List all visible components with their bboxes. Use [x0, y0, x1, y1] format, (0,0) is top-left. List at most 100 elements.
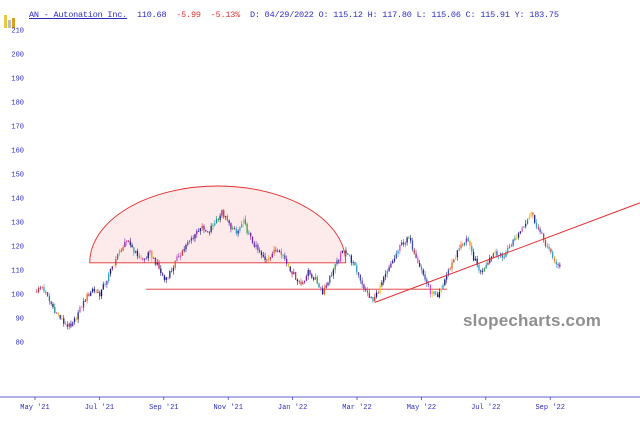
- candle-body: [190, 238, 193, 241]
- candle-body: [176, 256, 178, 261]
- candle-body: [456, 250, 459, 258]
- candle-body: [469, 240, 471, 247]
- candle-body: [534, 214, 536, 223]
- candle-body: [185, 244, 187, 250]
- candle-body: [535, 222, 538, 228]
- candle-body: [108, 273, 110, 281]
- candle-body: [330, 275, 333, 277]
- x-axis-label: Nov '21: [213, 404, 242, 412]
- candle-body: [453, 259, 455, 263]
- candle-body: [255, 244, 257, 247]
- candle-body: [170, 270, 173, 272]
- candle-body: [365, 288, 367, 291]
- y-axis-label: 150: [11, 172, 24, 180]
- candle-body: [526, 219, 529, 224]
- candle-body: [86, 294, 88, 301]
- candle-body: [458, 248, 460, 251]
- candle-body: [277, 250, 279, 252]
- candle-body: [280, 251, 282, 255]
- candle-body: [404, 242, 406, 245]
- candle-body: [352, 262, 354, 263]
- candle-body: [228, 220, 230, 223]
- x-axis-label: Mar '22: [342, 404, 371, 412]
- candle-body: [226, 216, 228, 221]
- candle-body: [338, 260, 340, 262]
- candle-body: [489, 257, 491, 263]
- candle-body: [451, 262, 453, 269]
- quote-header: AN - Autonation Inc. 110.68 -5.99 -5.13%…: [29, 10, 559, 20]
- candle-body: [136, 250, 139, 257]
- candle-body: [397, 250, 399, 254]
- candle-body: [165, 277, 167, 280]
- candle-body: [57, 312, 60, 315]
- candle-body: [436, 294, 439, 298]
- candle-body: [135, 250, 137, 253]
- y-axis-label: 170: [11, 124, 24, 132]
- candle-body: [294, 272, 297, 280]
- candle-body: [248, 232, 250, 234]
- candle-body: [514, 238, 516, 240]
- candle-body: [480, 270, 482, 272]
- x-axis-label: Jul '21: [85, 404, 114, 412]
- candle-body: [106, 280, 108, 285]
- candle-body: [145, 258, 148, 259]
- rounded-top-annotation: [89, 185, 347, 264]
- candle-body: [212, 225, 214, 227]
- candle-body: [336, 260, 338, 265]
- candle-body: [553, 257, 556, 262]
- candle-body: [188, 240, 191, 243]
- candle-body: [214, 223, 216, 226]
- candle-body: [503, 256, 505, 258]
- candle-body: [300, 281, 302, 285]
- candle-body: [392, 261, 394, 264]
- candle-body: [77, 312, 79, 320]
- candle-body: [530, 212, 532, 217]
- candle-body: [508, 246, 511, 248]
- candle-body: [388, 267, 390, 271]
- candle-body: [115, 259, 117, 266]
- candle-body: [311, 274, 313, 278]
- candle-body: [521, 227, 523, 232]
- candle-body: [241, 224, 243, 228]
- y-axis-label: 130: [11, 220, 24, 228]
- price-change: -5.99: [176, 10, 201, 20]
- candle-body: [262, 255, 264, 257]
- candle-body: [544, 240, 547, 247]
- candle-body: [494, 251, 496, 254]
- candle-body: [474, 258, 477, 261]
- candle-body: [37, 287, 40, 293]
- y-axis-label: 160: [11, 148, 24, 156]
- candle-body: [232, 228, 234, 230]
- candle-body: [377, 292, 379, 294]
- candle-body: [95, 291, 97, 293]
- logo-bar: [8, 20, 11, 28]
- candle-body: [444, 279, 446, 286]
- candle-body: [309, 269, 311, 275]
- candle-body: [510, 245, 512, 247]
- chart-logo-icon[interactable]: [4, 15, 15, 28]
- candle-body: [314, 276, 317, 280]
- candle-body: [422, 269, 424, 275]
- symbol-link[interactable]: AN - Autonation Inc.: [29, 10, 128, 20]
- candle-body: [73, 318, 76, 322]
- trendline-layer: [374, 202, 640, 303]
- candle-body: [395, 253, 397, 259]
- candle-body: [140, 257, 142, 259]
- candle-body: [158, 262, 160, 269]
- candle-body: [339, 252, 342, 262]
- candle-body: [449, 268, 451, 270]
- candle-body: [485, 264, 487, 269]
- candle-body: [72, 321, 74, 327]
- candle-body: [197, 231, 200, 232]
- candle-body: [253, 242, 255, 247]
- candle-body: [381, 282, 383, 286]
- candle-body: [289, 266, 291, 272]
- candle-body: [476, 258, 478, 265]
- candle-body: [129, 241, 131, 246]
- candle-body: [192, 238, 194, 239]
- candle-body: [233, 228, 236, 230]
- candle-body: [413, 249, 415, 254]
- candle-body: [537, 227, 539, 229]
